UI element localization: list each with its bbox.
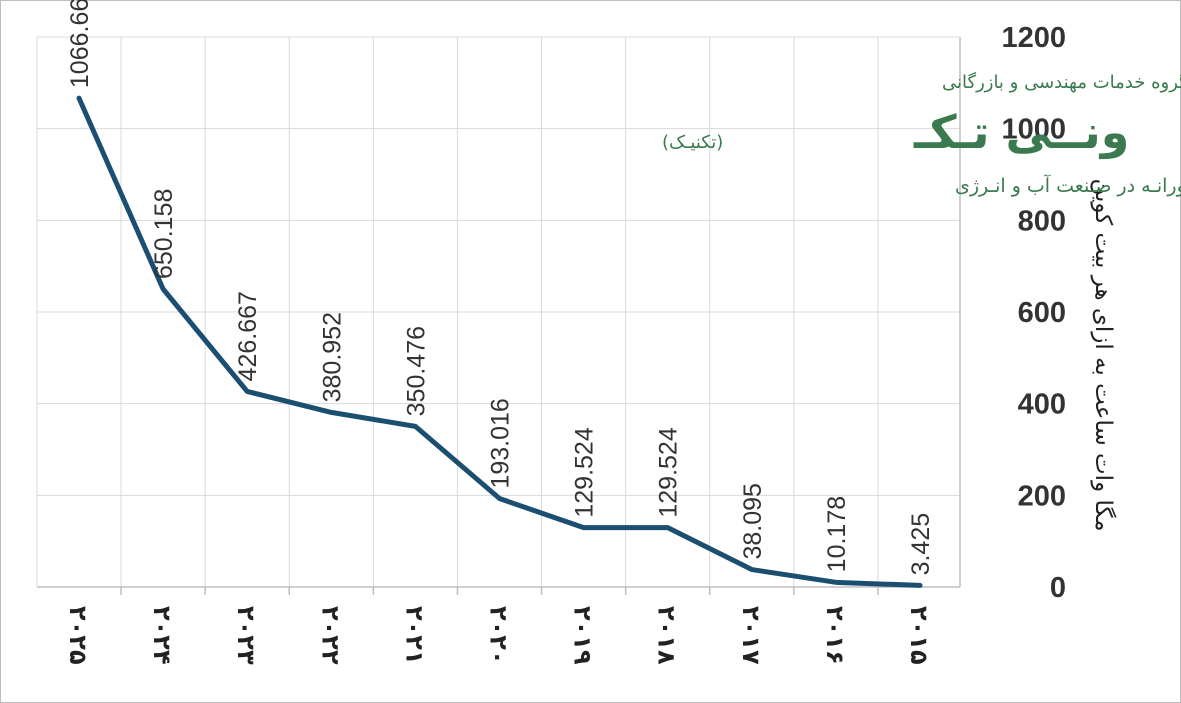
brand-company: گروه خدمات مهندسی و بازرگانی <box>942 71 1181 93</box>
x-tick-label: ۲۰۲۴ <box>148 606 176 665</box>
x-tick-label: ۲۰۲۵ <box>64 606 92 665</box>
brand-watermark: گروه خدمات مهندسی و بازرگانی ونــی تـکـ … <box>662 71 1181 197</box>
x-tick-label: ۲۰۱۷ <box>737 606 765 665</box>
y-tick-label: 200 <box>1018 480 1066 512</box>
brand-name-sub: (تکنیـک) <box>662 132 723 153</box>
y-tick-labels: 0 200 400 600 800 1000 1200 <box>1001 22 1066 604</box>
data-label: 426.667 <box>234 291 262 381</box>
y-tick-label: 400 <box>1018 389 1066 421</box>
gridlines <box>37 36 960 587</box>
data-label: 10.178 <box>823 496 851 572</box>
axes <box>36 36 961 595</box>
data-label: 650.158 <box>150 189 178 279</box>
brand-tagline: تکنیـک هـای نـوآورانـه در صـنعت آب و انـ… <box>955 173 1181 197</box>
y-tick-label: 1000 <box>1001 114 1066 146</box>
y-tick-label: 1200 <box>1001 22 1066 54</box>
data-label: 380.952 <box>318 312 346 402</box>
brand-name: ونــی تـکـ <box>913 105 1129 159</box>
x-tick-label: ۲۰۲۳ <box>232 606 260 665</box>
y-axis-label: مگا وات ساعت به ازای هر بیت کوین <box>1090 178 1117 531</box>
y-tick-label: 0 <box>1050 572 1066 604</box>
x-tick-label: ۲۰۲۱ <box>400 606 428 665</box>
data-label: 129.524 <box>655 427 683 517</box>
x-tick-labels: ۲۰۲۵ ۲۰۲۴ ۲۰۲۳ ۲۰۲۲ ۲۰۲۱ ۲۰۲۰ ۲۰۱۹ ۲۰۱۸ ۲۰۱۷ ۲۰۱۶… <box>64 606 933 665</box>
data-label: 1066.66 <box>66 0 94 88</box>
x-tick-label: ۲۰۱۸ <box>653 606 681 665</box>
data-label: 129.524 <box>571 427 599 517</box>
x-tick-label: ۲۰۲۲ <box>316 606 344 665</box>
series <box>76 95 923 588</box>
data-label: 3.425 <box>907 513 935 576</box>
data-label: 38.095 <box>739 483 767 559</box>
data-label: 350.476 <box>402 326 430 416</box>
x-tick-label: ۲۰۲۰ <box>485 606 513 665</box>
data-label: 193.016 <box>487 398 515 488</box>
x-tick-label: ۲۰۱۹ <box>569 606 597 665</box>
y-tick-label: 600 <box>1018 297 1066 329</box>
x-tick-label: ۲۰۱۶ <box>821 606 849 665</box>
series-line <box>76 95 923 588</box>
y-tick-label: 800 <box>1018 205 1066 237</box>
x-tick-label: ۲۰۱۵ <box>905 606 933 665</box>
data-labels: 1066.66 650.158 426.667 380.952 350.476 193.0… <box>66 0 935 575</box>
